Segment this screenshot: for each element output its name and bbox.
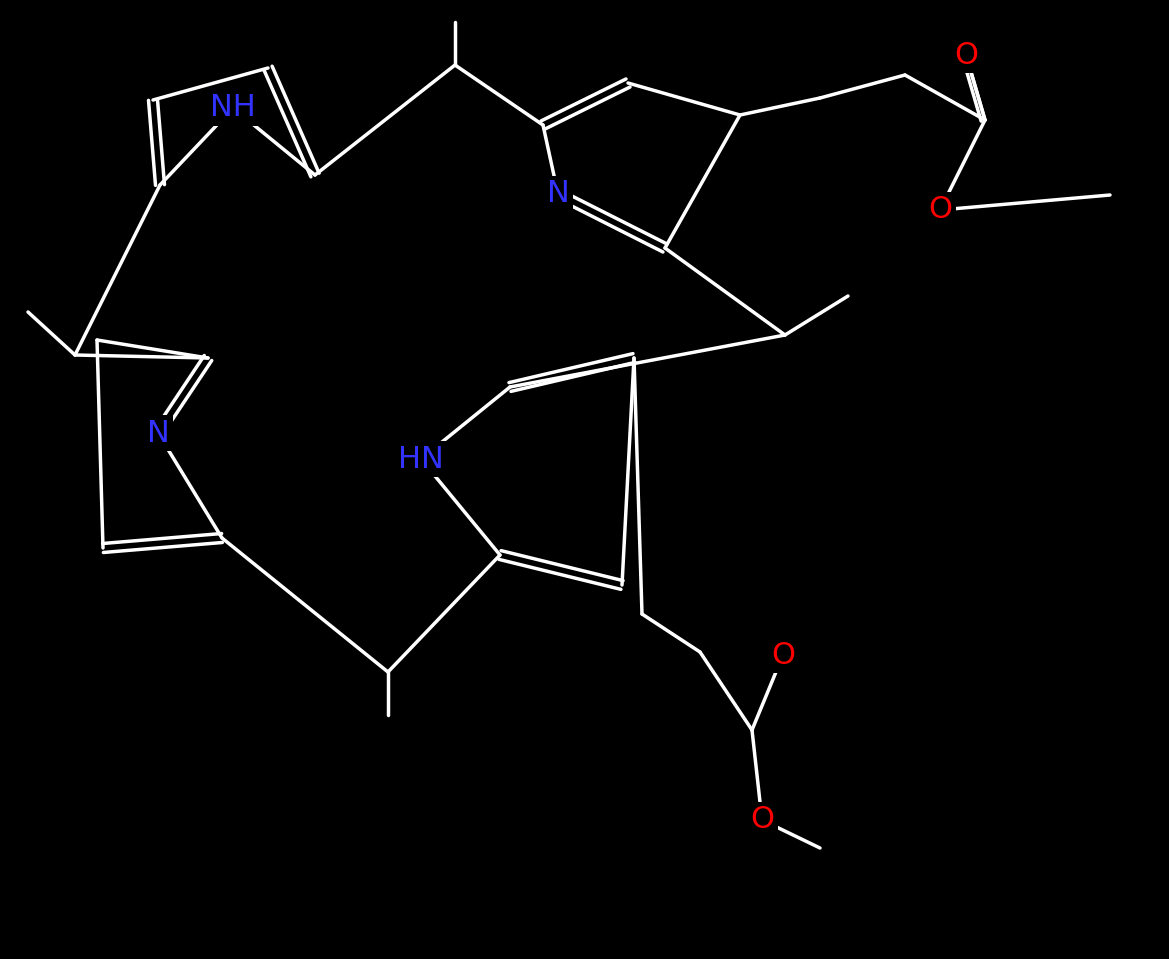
Text: O: O xyxy=(750,806,774,834)
Text: O: O xyxy=(772,641,795,669)
Text: NH: NH xyxy=(210,93,256,123)
Text: O: O xyxy=(928,196,952,224)
Text: N: N xyxy=(146,418,170,448)
Text: HN: HN xyxy=(399,445,444,474)
Text: O: O xyxy=(954,40,978,69)
Text: N: N xyxy=(547,179,569,208)
